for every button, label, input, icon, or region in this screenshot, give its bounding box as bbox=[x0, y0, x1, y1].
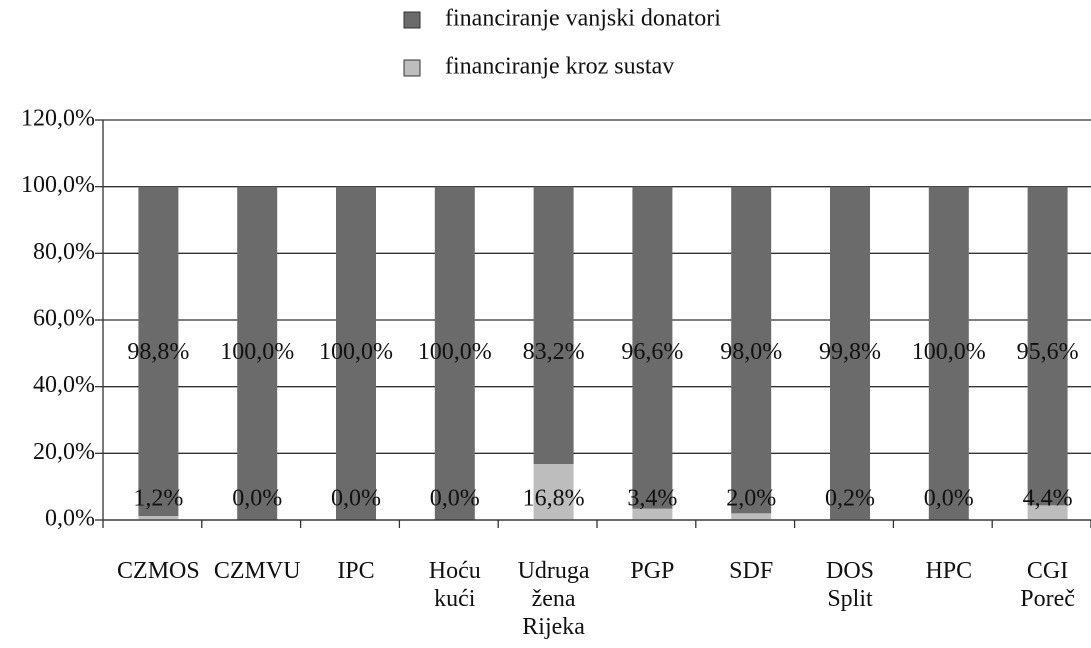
data-label: 2,0% bbox=[726, 486, 776, 512]
bar-segment bbox=[830, 186, 870, 520]
bar-segment bbox=[237, 186, 278, 520]
data-label: 0,0% bbox=[924, 486, 974, 512]
x-tick-label: CGI Poreč bbox=[1020, 558, 1075, 612]
data-label: 83,2% bbox=[523, 339, 585, 365]
bar-segment bbox=[533, 464, 574, 520]
data-label: 96,6% bbox=[621, 339, 683, 365]
bar-segment bbox=[731, 513, 772, 520]
x-tick-label: HPC bbox=[925, 558, 972, 584]
legend-label: financiranje kroz sustav bbox=[445, 54, 674, 80]
legend-swatch bbox=[403, 11, 421, 29]
y-tick-label: 120,0% bbox=[21, 106, 95, 132]
bar-segment bbox=[138, 186, 179, 516]
bar-segment bbox=[731, 186, 772, 514]
x-tick-label: SDF bbox=[729, 558, 773, 584]
legend-label: financiranje vanjski donatori bbox=[445, 6, 721, 32]
x-tick-label: CZMOS bbox=[117, 558, 200, 584]
data-label: 16,8% bbox=[523, 486, 585, 512]
data-label: 1,2% bbox=[133, 486, 183, 512]
y-tick-label: 40,0% bbox=[33, 372, 95, 398]
bar-segment bbox=[336, 186, 376, 520]
data-label: 98,8% bbox=[127, 339, 189, 365]
bar-segment bbox=[533, 186, 574, 464]
x-tick-label: CZMVU bbox=[214, 558, 301, 584]
data-label: 100,0% bbox=[319, 339, 393, 365]
bar-segment bbox=[632, 508, 673, 520]
data-label: 98,0% bbox=[720, 339, 782, 365]
data-label: 99,8% bbox=[819, 339, 881, 365]
bar-segment bbox=[1027, 505, 1068, 520]
x-tick-label: IPC bbox=[337, 558, 374, 584]
data-label: 3,4% bbox=[627, 486, 677, 512]
x-tick-label: DOS Split bbox=[826, 558, 874, 612]
data-label: 100,0% bbox=[418, 339, 492, 365]
y-tick-label: 100,0% bbox=[21, 172, 95, 198]
y-tick-label: 20,0% bbox=[33, 439, 95, 465]
y-tick-label: 60,0% bbox=[33, 306, 95, 332]
x-tick-label: Hoću kući bbox=[429, 558, 481, 612]
data-label: 100,0% bbox=[912, 339, 986, 365]
data-label: 4,4% bbox=[1023, 486, 1073, 512]
bar-segment bbox=[138, 516, 179, 520]
x-tick-label: Udruga žena Rijeka bbox=[518, 558, 590, 640]
bar-segment bbox=[632, 186, 673, 509]
bar-segment bbox=[928, 186, 969, 520]
data-label: 0,0% bbox=[430, 486, 480, 512]
bar-segment bbox=[1027, 186, 1068, 506]
y-tick-label: 0,0% bbox=[45, 506, 95, 532]
data-label: 0,0% bbox=[331, 486, 381, 512]
data-label: 95,6% bbox=[1017, 339, 1079, 365]
x-tick-label: PGP bbox=[630, 558, 674, 584]
data-label: 100,0% bbox=[220, 339, 294, 365]
legend-swatch bbox=[403, 59, 421, 77]
data-label: 0,0% bbox=[232, 486, 282, 512]
data-label: 0,2% bbox=[825, 486, 875, 512]
bar-segment bbox=[434, 186, 475, 520]
y-tick-label: 80,0% bbox=[33, 239, 95, 265]
